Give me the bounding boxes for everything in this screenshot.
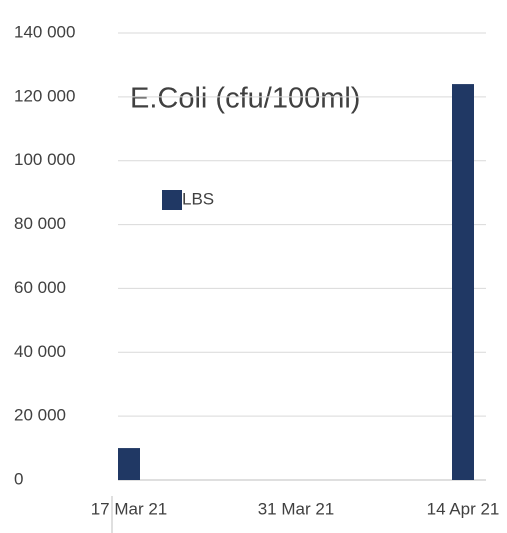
y-tick-label: 60 000 [14, 278, 66, 297]
x-tick-label: 14 Apr 21 [427, 499, 500, 518]
y-tick-label: 80 000 [14, 214, 66, 233]
legend-swatch [162, 190, 182, 210]
y-tick-label: 100 000 [14, 150, 75, 169]
y-tick-label: 20 000 [14, 406, 66, 425]
y-tick-label: 0 [14, 469, 23, 488]
y-tick-label: 120 000 [14, 86, 75, 105]
x-tick-label: 31 Mar 21 [258, 499, 335, 518]
legend-label: LBS [182, 189, 214, 208]
chart-title: E.Coli (cfu/100ml) [130, 83, 360, 115]
x-tick-label: 17 Mar 21 [91, 499, 168, 518]
bar [118, 448, 140, 480]
y-tick-label: 40 000 [14, 342, 66, 361]
bar [452, 84, 474, 480]
y-tick-label: 140 000 [14, 22, 75, 41]
